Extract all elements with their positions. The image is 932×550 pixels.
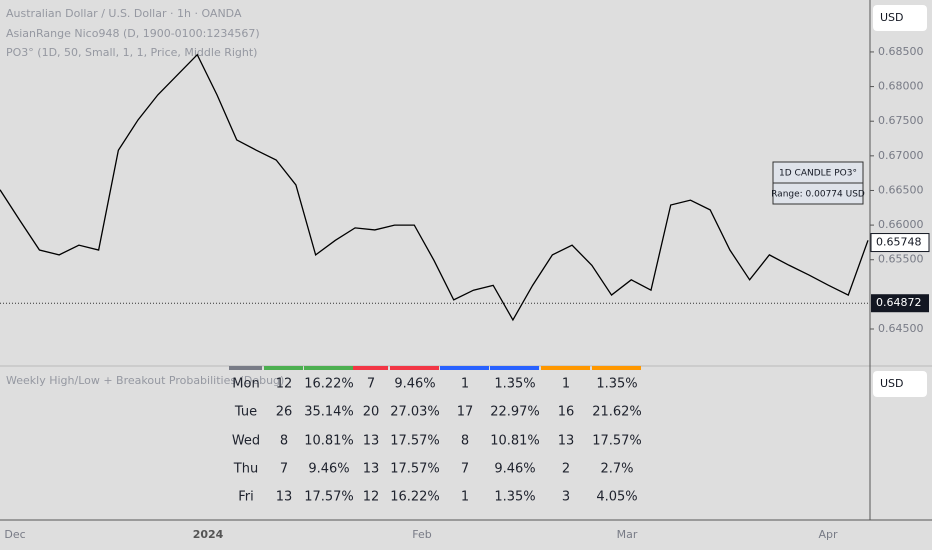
pane-title: Weekly High/Low + Breakout Probabilities… bbox=[6, 374, 284, 387]
table-cell: 17.57% bbox=[390, 462, 440, 477]
table-cell: 27.03% bbox=[390, 405, 440, 420]
last-price-label: 0.65748 bbox=[876, 236, 922, 249]
color-bar bbox=[490, 366, 539, 370]
last-price-tag bbox=[870, 233, 930, 253]
y-tick-label: 0.67500 bbox=[878, 114, 924, 127]
table-cell: 8 bbox=[280, 434, 288, 449]
color-bar bbox=[440, 366, 489, 370]
table-cell: 12 bbox=[363, 490, 380, 505]
currency-button[interactable] bbox=[873, 371, 927, 397]
table-cell: 3 bbox=[562, 490, 570, 505]
table-cell: 17.57% bbox=[304, 490, 354, 505]
currency-label[interactable]: USD bbox=[880, 377, 904, 390]
reference-price-tag bbox=[871, 294, 929, 313]
symbol-legend: Australian Dollar / U.S. Dollar · 1h · O… bbox=[6, 7, 242, 20]
time-label: Feb bbox=[412, 528, 431, 541]
table-cell: 1.35% bbox=[494, 490, 535, 505]
table-cell: 1.35% bbox=[494, 377, 535, 392]
table-cell: 2 bbox=[562, 462, 570, 477]
table-cell: 2.7% bbox=[600, 462, 633, 477]
table-cell: Thu bbox=[233, 462, 258, 477]
y-tick-label: 0.66500 bbox=[878, 183, 924, 196]
table-cell: 9.46% bbox=[494, 462, 535, 477]
table-cell: 13 bbox=[558, 434, 575, 449]
table-cell: 35.14% bbox=[304, 405, 354, 420]
table-cell: Tue bbox=[234, 405, 257, 420]
table-cell: 21.62% bbox=[592, 405, 642, 420]
price-line bbox=[0, 53, 869, 322]
table-cell: 20 bbox=[363, 405, 380, 420]
table-cell: 13 bbox=[276, 490, 293, 505]
table-cell: 26 bbox=[276, 405, 293, 420]
table-cell: 13 bbox=[363, 462, 380, 477]
time-label: 2024 bbox=[193, 528, 224, 541]
table-cell: 16 bbox=[558, 405, 575, 420]
table-cell: 9.46% bbox=[308, 462, 349, 477]
table-cell: 12 bbox=[276, 377, 293, 392]
reference-price-label: 0.64872 bbox=[876, 296, 922, 309]
indicator-legend: PO3° (1D, 50, Small, 1, 1, Price, Middle… bbox=[6, 46, 257, 59]
table-cell: 16.22% bbox=[390, 490, 440, 505]
currency-button[interactable] bbox=[873, 5, 927, 31]
table-cell: 16.22% bbox=[304, 377, 354, 392]
table-cell: 1 bbox=[461, 490, 469, 505]
time-label: Mar bbox=[617, 528, 638, 541]
y-tick-label: 0.66000 bbox=[878, 218, 924, 231]
time-label: Dec bbox=[4, 528, 25, 541]
currency-label[interactable]: USD bbox=[880, 11, 904, 24]
table-cell: Wed bbox=[232, 434, 260, 449]
po3-title: 1D CANDLE PO3° bbox=[779, 169, 857, 179]
y-tick-label: 0.64500 bbox=[878, 322, 924, 335]
table-cell: 4.05% bbox=[596, 490, 637, 505]
indicator-legend: AsianRange Nico948 (D, 1900-0100:1234567… bbox=[6, 27, 260, 40]
table-cell: 9.46% bbox=[394, 377, 435, 392]
table-cell: Mon bbox=[232, 377, 259, 392]
color-bar bbox=[390, 366, 439, 370]
color-bar bbox=[304, 366, 353, 370]
table-cell: 17.57% bbox=[592, 434, 642, 449]
table-cell: 7 bbox=[367, 377, 375, 392]
color-bar bbox=[264, 366, 303, 370]
table-cell: Fri bbox=[238, 490, 254, 505]
y-tick-label: 0.67000 bbox=[878, 149, 924, 162]
table-cell: 7 bbox=[461, 462, 469, 477]
table-cell: 1 bbox=[562, 377, 570, 392]
table-cell: 1.35% bbox=[596, 377, 637, 392]
table-cell: 8 bbox=[461, 434, 469, 449]
table-cell: 7 bbox=[280, 462, 288, 477]
table-cell: 1 bbox=[461, 377, 469, 392]
table-cell: 10.81% bbox=[490, 434, 540, 449]
table-cell: 17.57% bbox=[390, 434, 440, 449]
color-bar bbox=[229, 366, 262, 370]
table-cell: 10.81% bbox=[304, 434, 354, 449]
dynamic: 0.68500 0.68000 0.67500 0.67000 0.66500 0.660… bbox=[0, 45, 930, 541]
table-cell: 13 bbox=[363, 434, 380, 449]
time-label: Apr bbox=[818, 528, 838, 541]
table-cell: 22.97% bbox=[490, 405, 540, 420]
color-bar bbox=[592, 366, 641, 370]
color-bar bbox=[541, 366, 590, 370]
y-tick-label: 0.65500 bbox=[878, 253, 924, 266]
po3-range: Range: 0.00774 USD bbox=[771, 190, 865, 200]
table-cell: 17 bbox=[457, 405, 474, 420]
color-bar bbox=[353, 366, 388, 370]
y-tick-label: 0.68000 bbox=[878, 80, 924, 93]
y-tick-label: 0.68500 bbox=[878, 45, 924, 58]
